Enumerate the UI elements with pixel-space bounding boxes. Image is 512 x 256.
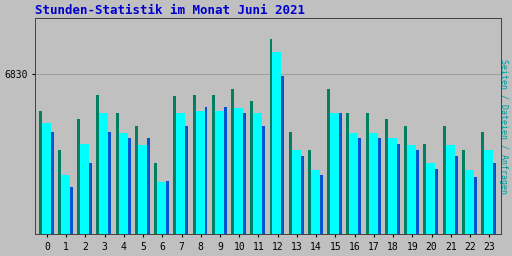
Bar [39, 111, 41, 234]
Bar [407, 145, 416, 234]
Bar [77, 120, 80, 234]
Bar [308, 150, 311, 234]
Bar [96, 95, 99, 234]
Text: Stunden-Statistik im Monat Juni 2021: Stunden-Statistik im Monat Juni 2021 [35, 4, 305, 17]
Bar [465, 170, 474, 234]
Bar [404, 126, 407, 234]
Bar [157, 182, 166, 234]
Bar [147, 138, 150, 234]
Bar [176, 113, 185, 234]
Bar [320, 175, 323, 234]
Bar [204, 107, 207, 234]
Bar [289, 132, 292, 234]
Bar [80, 144, 89, 234]
Bar [58, 150, 61, 234]
Bar [493, 163, 496, 234]
Bar [366, 113, 369, 234]
Bar [99, 113, 109, 234]
Y-axis label: Seiten / Dateien / Anfragen: Seiten / Dateien / Anfragen [499, 59, 508, 194]
Bar [327, 89, 330, 234]
Bar [196, 111, 204, 234]
Bar [243, 113, 246, 234]
Bar [416, 150, 419, 234]
Bar [193, 95, 196, 234]
Bar [138, 145, 147, 234]
Bar [262, 126, 265, 234]
Bar [166, 181, 169, 234]
Bar [51, 132, 54, 234]
Bar [385, 120, 388, 234]
Bar [330, 113, 339, 234]
Bar [89, 163, 92, 234]
Bar [212, 95, 215, 234]
Bar [135, 126, 138, 234]
Bar [269, 39, 272, 234]
Bar [484, 150, 493, 234]
Bar [301, 156, 304, 234]
Bar [292, 150, 301, 234]
Bar [61, 175, 70, 234]
Bar [215, 111, 224, 234]
Bar [231, 89, 234, 234]
Bar [339, 113, 342, 234]
Bar [481, 132, 484, 234]
Bar [154, 163, 157, 234]
Bar [119, 133, 127, 234]
Bar [253, 113, 262, 234]
Bar [435, 169, 438, 234]
Bar [474, 177, 477, 234]
Bar [116, 113, 119, 234]
Bar [185, 126, 188, 234]
Bar [250, 101, 253, 234]
Bar [174, 96, 176, 234]
Bar [462, 150, 465, 234]
Bar [347, 113, 349, 234]
Bar [272, 52, 282, 234]
Bar [311, 170, 320, 234]
Bar [455, 156, 458, 234]
Bar [358, 138, 361, 234]
Bar [369, 133, 378, 234]
Bar [282, 76, 285, 234]
Bar [426, 163, 435, 234]
Bar [41, 123, 51, 234]
Bar [70, 187, 73, 234]
Bar [349, 133, 358, 234]
Bar [443, 126, 445, 234]
Bar [127, 138, 131, 234]
Bar [423, 144, 426, 234]
Bar [109, 132, 111, 234]
Bar [378, 138, 380, 234]
Bar [224, 107, 227, 234]
Bar [388, 138, 397, 234]
Bar [397, 144, 400, 234]
Bar [445, 145, 455, 234]
Bar [234, 108, 243, 234]
